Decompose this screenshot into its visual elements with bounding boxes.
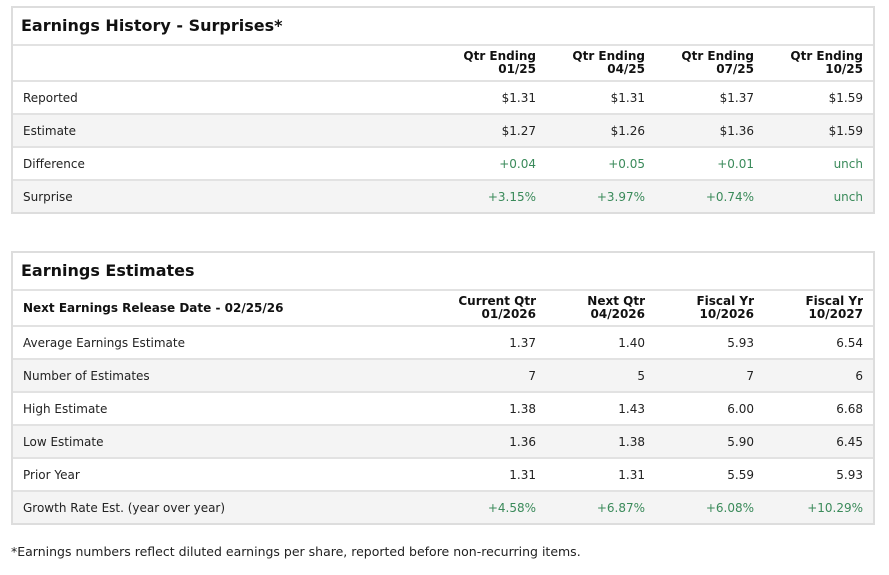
column-header: Qtr Ending 01/25 <box>437 46 546 82</box>
column-header: Fiscal Yr 10/2027 <box>764 291 873 327</box>
cell-value: $1.27 <box>437 114 546 148</box>
table-row: Reported $1.31 $1.31 $1.37 $1.59 <box>13 81 873 115</box>
cell-value: $1.31 <box>546 81 655 115</box>
cell-value: +4.58% <box>437 491 546 523</box>
column-header: Qtr Ending 04/25 <box>546 46 655 82</box>
column-header-label: Qtr Ending <box>572 49 645 63</box>
cell-value: $1.59 <box>764 114 873 148</box>
row-label: Prior Year <box>13 458 437 492</box>
table-row: Average Earnings Estimate 1.37 1.40 5.93 6.5… <box>13 326 873 360</box>
cell-value: 1.40 <box>546 326 655 360</box>
table-row: Low Estimate 1.36 1.38 5.90 6.45 <box>13 425 873 459</box>
column-header-date: 04/25 <box>607 62 645 76</box>
table-row: Growth Rate Est. (year over year) +4.58% +… <box>13 491 873 523</box>
table-row: Difference +0.04 +0.05 +0.01 unch <box>13 147 873 181</box>
column-header-date: 04/2026 <box>590 307 645 321</box>
cell-value: +6.87% <box>546 491 655 523</box>
cell-value: +0.04 <box>437 147 546 181</box>
column-header-label: Fiscal Yr <box>805 294 863 308</box>
column-header: Qtr Ending 07/25 <box>655 46 764 82</box>
earnings-estimates-table: Next Earnings Release Date - 02/25/26 Cur… <box>13 291 873 523</box>
cell-value: 6.68 <box>764 392 873 426</box>
cell-value: $1.59 <box>764 81 873 115</box>
table-row: Prior Year 1.31 1.31 5.59 5.93 <box>13 458 873 492</box>
column-header-label: Fiscal Yr <box>696 294 754 308</box>
column-header-label: Next Qtr <box>587 294 645 308</box>
earnings-history-panel: Earnings History - Surprises* Qtr Ending… <box>11 6 875 214</box>
column-header-date: 10/2026 <box>699 307 754 321</box>
column-header-date: 07/25 <box>716 62 754 76</box>
cell-value: 1.36 <box>437 425 546 459</box>
cell-value: $1.36 <box>655 114 764 148</box>
table-row: Surprise +3.15% +3.97% +0.74% unch <box>13 180 873 212</box>
row-label: High Estimate <box>13 392 437 426</box>
cell-value: $1.37 <box>655 81 764 115</box>
column-header-label: Qtr Ending <box>463 49 536 63</box>
row-label: Number of Estimates <box>13 359 437 393</box>
cell-value: 7 <box>437 359 546 393</box>
row-label: Low Estimate <box>13 425 437 459</box>
column-header-date: 10/25 <box>825 62 863 76</box>
column-header-label: Qtr Ending <box>790 49 863 63</box>
row-label: Growth Rate Est. (year over year) <box>13 491 437 523</box>
cell-value: 5.93 <box>655 326 764 360</box>
cell-value: 6.54 <box>764 326 873 360</box>
next-release-date-label: Next Earnings Release Date - 02/25/26 <box>13 291 437 327</box>
cell-value: +0.01 <box>655 147 764 181</box>
cell-value: unch <box>764 147 873 181</box>
cell-value: 5.93 <box>764 458 873 492</box>
earnings-history-table: Qtr Ending 01/25 Qtr Ending 04/25 Qtr Ending… <box>13 46 873 212</box>
cell-value: +6.08% <box>655 491 764 523</box>
column-header-date: 01/2026 <box>481 307 536 321</box>
column-header-date: 10/2027 <box>808 307 863 321</box>
column-header-label: Current Qtr <box>458 294 536 308</box>
cell-value: 5 <box>546 359 655 393</box>
column-header-label: Qtr Ending <box>681 49 754 63</box>
cell-value: 1.43 <box>546 392 655 426</box>
row-label: Surprise <box>13 180 437 212</box>
cell-value: 5.90 <box>655 425 764 459</box>
cell-value: unch <box>764 180 873 212</box>
earnings-estimates-panel: Earnings Estimates Next Earnings Release… <box>11 251 875 525</box>
column-header: Qtr Ending 10/25 <box>764 46 873 82</box>
earnings-history-title: Earnings History - Surprises* <box>13 8 873 46</box>
cell-value: 1.37 <box>437 326 546 360</box>
table-row: High Estimate 1.38 1.43 6.00 6.68 <box>13 392 873 426</box>
cell-value: 6.00 <box>655 392 764 426</box>
cell-value: +10.29% <box>764 491 873 523</box>
header-label <box>13 46 437 82</box>
column-header: Current Qtr 01/2026 <box>437 291 546 327</box>
row-label: Reported <box>13 81 437 115</box>
row-label: Difference <box>13 147 437 181</box>
cell-value: 1.31 <box>437 458 546 492</box>
column-header: Fiscal Yr 10/2026 <box>655 291 764 327</box>
column-header-date: 01/25 <box>498 62 536 76</box>
table-row: Estimate $1.27 $1.26 $1.36 $1.59 <box>13 114 873 148</box>
row-label: Average Earnings Estimate <box>13 326 437 360</box>
cell-value: +0.05 <box>546 147 655 181</box>
cell-value: +3.97% <box>546 180 655 212</box>
cell-value: 6 <box>764 359 873 393</box>
footnote: *Earnings numbers reflect diluted earnin… <box>11 544 581 559</box>
cell-value: +0.74% <box>655 180 764 212</box>
cell-value: $1.26 <box>546 114 655 148</box>
cell-value: 5.59 <box>655 458 764 492</box>
cell-value: 1.38 <box>437 392 546 426</box>
table-row: Number of Estimates 7 5 7 6 <box>13 359 873 393</box>
cell-value: +3.15% <box>437 180 546 212</box>
row-label: Estimate <box>13 114 437 148</box>
cell-value: 6.45 <box>764 425 873 459</box>
cell-value: $1.31 <box>437 81 546 115</box>
cell-value: 1.38 <box>546 425 655 459</box>
earnings-estimates-title: Earnings Estimates <box>13 253 873 291</box>
column-header: Next Qtr 04/2026 <box>546 291 655 327</box>
cell-value: 7 <box>655 359 764 393</box>
cell-value: 1.31 <box>546 458 655 492</box>
